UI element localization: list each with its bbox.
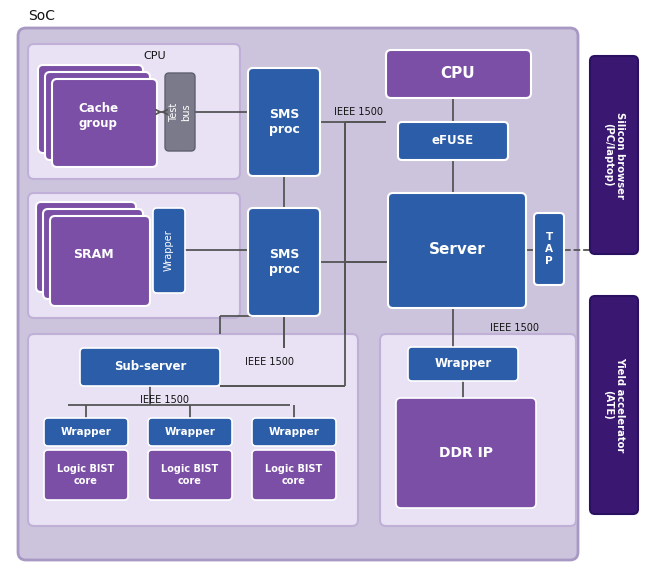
FancyBboxPatch shape xyxy=(153,208,185,293)
FancyBboxPatch shape xyxy=(396,398,536,508)
Text: Server: Server xyxy=(428,243,486,257)
Text: SMS
proc: SMS proc xyxy=(268,248,300,276)
Text: Test
bus: Test bus xyxy=(169,102,191,122)
Text: Wrapper: Wrapper xyxy=(164,427,215,437)
FancyBboxPatch shape xyxy=(380,334,576,526)
Text: Sub-server: Sub-server xyxy=(114,360,186,374)
FancyBboxPatch shape xyxy=(534,213,564,285)
FancyBboxPatch shape xyxy=(52,79,157,167)
FancyBboxPatch shape xyxy=(44,450,128,500)
Text: DDR IP: DDR IP xyxy=(439,446,493,460)
Text: Wrapper: Wrapper xyxy=(268,427,319,437)
Text: SoC: SoC xyxy=(29,9,55,23)
FancyBboxPatch shape xyxy=(80,348,220,386)
FancyBboxPatch shape xyxy=(43,209,143,299)
Text: IEEE 1500: IEEE 1500 xyxy=(140,395,190,405)
FancyBboxPatch shape xyxy=(28,193,240,318)
Text: eFUSE: eFUSE xyxy=(432,134,474,148)
Text: Wrapper: Wrapper xyxy=(60,427,111,437)
Text: Logic BIST
core: Logic BIST core xyxy=(265,464,322,486)
FancyBboxPatch shape xyxy=(590,56,638,254)
Text: Logic BIST
core: Logic BIST core xyxy=(57,464,114,486)
Text: IEEE 1500: IEEE 1500 xyxy=(490,323,539,333)
FancyBboxPatch shape xyxy=(398,122,508,160)
FancyBboxPatch shape xyxy=(252,450,336,500)
FancyBboxPatch shape xyxy=(18,28,578,560)
FancyBboxPatch shape xyxy=(148,450,232,500)
Text: IEEE 1500: IEEE 1500 xyxy=(333,107,382,117)
Text: SRAM: SRAM xyxy=(73,248,113,260)
FancyBboxPatch shape xyxy=(28,44,240,179)
Text: Logic BIST
core: Logic BIST core xyxy=(161,464,218,486)
FancyBboxPatch shape xyxy=(165,73,195,151)
FancyBboxPatch shape xyxy=(248,208,320,316)
Text: IEEE 1500: IEEE 1500 xyxy=(245,357,294,367)
Text: Wrapper: Wrapper xyxy=(164,229,174,271)
Text: Cache
group: Cache group xyxy=(78,102,118,130)
FancyBboxPatch shape xyxy=(590,296,638,514)
FancyBboxPatch shape xyxy=(148,418,232,446)
FancyBboxPatch shape xyxy=(36,202,136,292)
FancyBboxPatch shape xyxy=(388,193,526,308)
FancyBboxPatch shape xyxy=(44,418,128,446)
Text: Yield accelerator
(ATE): Yield accelerator (ATE) xyxy=(603,358,625,452)
FancyBboxPatch shape xyxy=(248,68,320,176)
Text: SMS
proc: SMS proc xyxy=(268,108,300,136)
FancyBboxPatch shape xyxy=(38,65,143,153)
FancyBboxPatch shape xyxy=(50,216,150,306)
FancyBboxPatch shape xyxy=(408,347,518,381)
FancyBboxPatch shape xyxy=(386,50,531,98)
Text: T
A
P: T A P xyxy=(545,232,553,265)
Text: CPU: CPU xyxy=(144,51,166,61)
Text: Wrapper: Wrapper xyxy=(434,358,491,371)
FancyBboxPatch shape xyxy=(45,72,150,160)
Text: CPU: CPU xyxy=(441,66,475,81)
FancyBboxPatch shape xyxy=(28,334,358,526)
FancyBboxPatch shape xyxy=(252,418,336,446)
Text: Silicon browser
(PC/laptop): Silicon browser (PC/laptop) xyxy=(603,112,625,198)
